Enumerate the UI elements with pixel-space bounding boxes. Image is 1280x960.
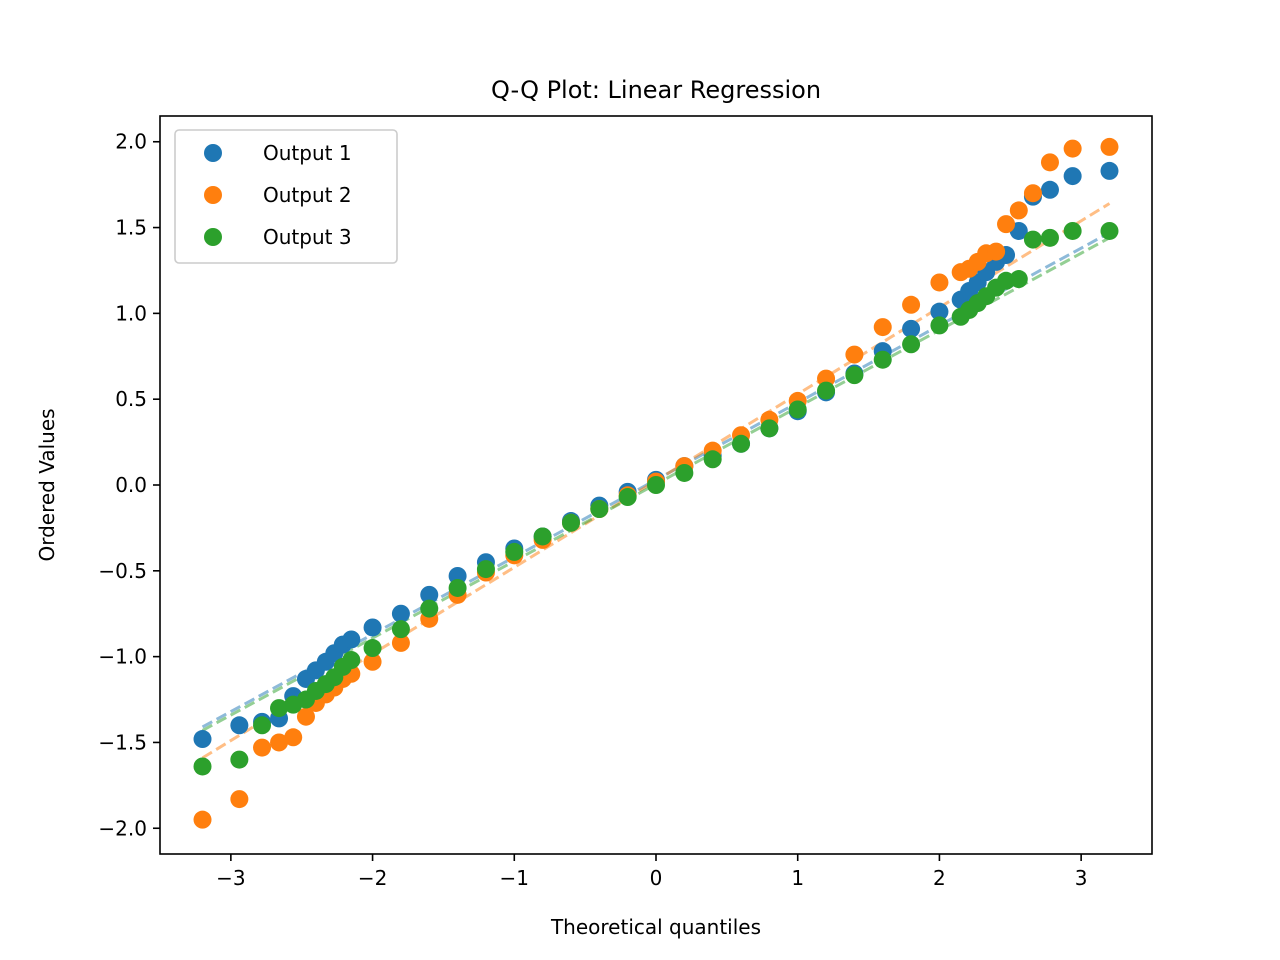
data-point (873, 350, 892, 369)
data-point (391, 620, 410, 639)
data-point (342, 630, 361, 649)
data-point (284, 728, 303, 747)
y-tick-label: 1.0 (115, 301, 147, 325)
data-point (760, 419, 779, 438)
data-point (363, 639, 382, 658)
y-tick-label: −1.0 (98, 645, 147, 669)
data-point (1040, 228, 1059, 247)
legend-label-series-3: Output 3 (263, 225, 352, 249)
chart-title: Q-Q Plot: Linear Regression (491, 76, 821, 104)
data-point (1063, 221, 1082, 240)
x-axis-label: Theoretical quantiles (550, 915, 761, 939)
data-point (1100, 137, 1119, 156)
data-point (230, 716, 249, 735)
y-tick-label: 0.0 (115, 473, 147, 497)
data-point (363, 652, 382, 671)
data-point (647, 476, 665, 494)
y-axis-label: Ordered Values (35, 408, 59, 561)
data-point (1040, 180, 1059, 199)
data-point (1009, 201, 1028, 220)
data-point (997, 215, 1016, 234)
data-point (193, 730, 212, 749)
legend-marker-series-3 (204, 228, 222, 246)
legend: Output 1 Output 2 Output 3 (174, 129, 398, 264)
data-point (590, 500, 609, 519)
legend-marker-series-2 (204, 186, 222, 204)
data-point (1063, 139, 1082, 158)
x-tick-label: 1 (791, 866, 804, 890)
data-point (703, 450, 722, 469)
data-point (342, 651, 361, 670)
x-tick-label: 0 (650, 866, 663, 890)
y-tick-label: 2.0 (115, 130, 147, 154)
data-point (930, 273, 949, 292)
data-point (845, 366, 864, 385)
data-point (732, 434, 751, 453)
data-point (1023, 230, 1042, 249)
legend-marker-series-1 (204, 144, 222, 162)
y-axis: −2.0 −1.5 −1.0 −0.5 0.0 0.5 1.0 1.5 2.0 (98, 130, 160, 840)
data-point (270, 699, 289, 718)
data-point (230, 750, 249, 769)
data-point (505, 542, 524, 561)
data-point (675, 463, 694, 482)
data-point (420, 599, 439, 618)
data-point (561, 513, 580, 532)
y-tick-label: −0.5 (98, 559, 147, 583)
data-point (270, 733, 289, 752)
data-point (845, 345, 864, 364)
data-point (1063, 167, 1082, 186)
data-points (193, 137, 1119, 829)
data-point (618, 488, 637, 507)
y-tick-label: −2.0 (98, 816, 147, 840)
data-point (1009, 270, 1028, 289)
data-point (1100, 161, 1119, 180)
data-point (987, 242, 1006, 261)
x-tick-label: 3 (1075, 866, 1088, 890)
y-tick-label: 1.5 (115, 216, 147, 240)
y-tick-label: −1.5 (98, 730, 147, 754)
data-point (448, 578, 467, 597)
data-point (873, 318, 892, 337)
legend-box (174, 129, 398, 264)
x-tick-label: 2 (933, 866, 946, 890)
legend-label-series-1: Output 1 (263, 141, 352, 165)
y-tick-label: 0.5 (115, 387, 147, 411)
data-point (253, 738, 272, 757)
data-point (296, 707, 315, 726)
x-tick-label: −3 (216, 866, 245, 890)
data-point (1023, 184, 1042, 203)
data-point (391, 633, 410, 652)
data-point (902, 295, 921, 314)
data-point (363, 618, 382, 637)
x-axis: −3 −2 −1 0 1 2 3 (216, 854, 1088, 890)
data-point (902, 335, 921, 354)
data-point (930, 316, 949, 335)
data-point (476, 560, 495, 579)
data-point (420, 585, 439, 604)
data-point (533, 527, 552, 546)
data-point (1040, 153, 1059, 172)
data-point (193, 810, 212, 829)
data-point (193, 757, 212, 776)
x-tick-label: −2 (358, 866, 387, 890)
data-point (230, 790, 249, 809)
data-point (391, 604, 410, 623)
data-point (253, 716, 272, 735)
x-tick-label: −1 (500, 866, 529, 890)
data-point (788, 400, 807, 419)
data-point (902, 319, 921, 338)
data-point (817, 381, 836, 400)
data-point (930, 302, 949, 321)
series-3-points (193, 221, 1119, 776)
legend-label-series-2: Output 2 (263, 183, 352, 207)
data-point (1100, 221, 1119, 240)
